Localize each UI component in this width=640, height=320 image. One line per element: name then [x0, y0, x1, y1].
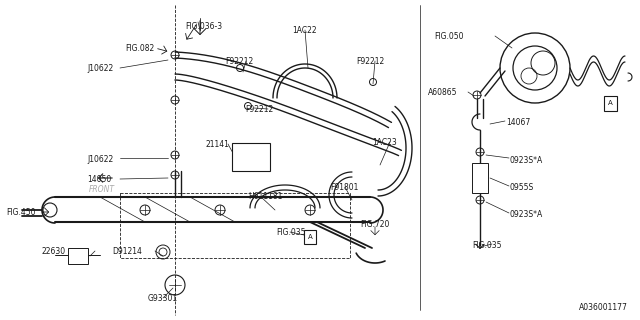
- Text: 0923S*A: 0923S*A: [510, 210, 543, 219]
- Bar: [604, 95, 616, 110]
- Text: 0955S: 0955S: [510, 183, 534, 192]
- Text: F92212: F92212: [245, 105, 273, 114]
- Text: J10622: J10622: [87, 155, 113, 164]
- Text: FIG.035: FIG.035: [276, 228, 305, 237]
- Bar: [68, 248, 88, 264]
- Text: A60865: A60865: [428, 88, 458, 97]
- Text: FIG.036-3: FIG.036-3: [185, 22, 222, 31]
- Text: A: A: [308, 234, 312, 240]
- Text: J10622: J10622: [87, 64, 113, 73]
- Text: G93301: G93301: [148, 294, 178, 303]
- FancyBboxPatch shape: [232, 143, 270, 171]
- Text: H611181: H611181: [248, 192, 282, 201]
- Text: FIG.720: FIG.720: [360, 220, 389, 229]
- Text: FRONT: FRONT: [89, 185, 115, 194]
- Text: FIG.082: FIG.082: [125, 44, 154, 53]
- Text: F91801: F91801: [330, 183, 358, 192]
- Text: 22630: 22630: [42, 247, 66, 256]
- Text: A036001177: A036001177: [579, 303, 628, 312]
- Text: 14067: 14067: [506, 118, 531, 127]
- Text: FIG.035: FIG.035: [472, 241, 502, 250]
- Text: 14050: 14050: [87, 175, 111, 184]
- Text: 1AC22: 1AC22: [292, 26, 317, 35]
- Text: F92212: F92212: [225, 57, 253, 66]
- Text: D91214: D91214: [112, 247, 142, 256]
- Text: 0923S*A: 0923S*A: [510, 156, 543, 165]
- Bar: [304, 230, 316, 244]
- Bar: [472, 163, 488, 193]
- Text: 1AC23: 1AC23: [372, 138, 397, 147]
- Text: A: A: [607, 100, 612, 106]
- Text: 21141: 21141: [205, 140, 229, 149]
- Text: F92212: F92212: [356, 57, 384, 66]
- Text: FIG.450: FIG.450: [6, 208, 35, 217]
- Text: FIG.050: FIG.050: [434, 32, 463, 41]
